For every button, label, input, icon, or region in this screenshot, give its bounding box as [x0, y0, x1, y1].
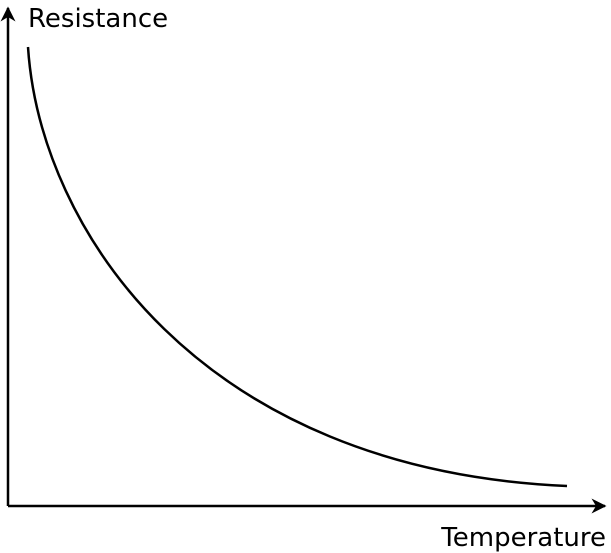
x-axis-label: Temperature — [440, 523, 606, 553]
resistance-curve — [26, 46, 568, 488]
y-axis-label: Resistance — [28, 4, 168, 34]
